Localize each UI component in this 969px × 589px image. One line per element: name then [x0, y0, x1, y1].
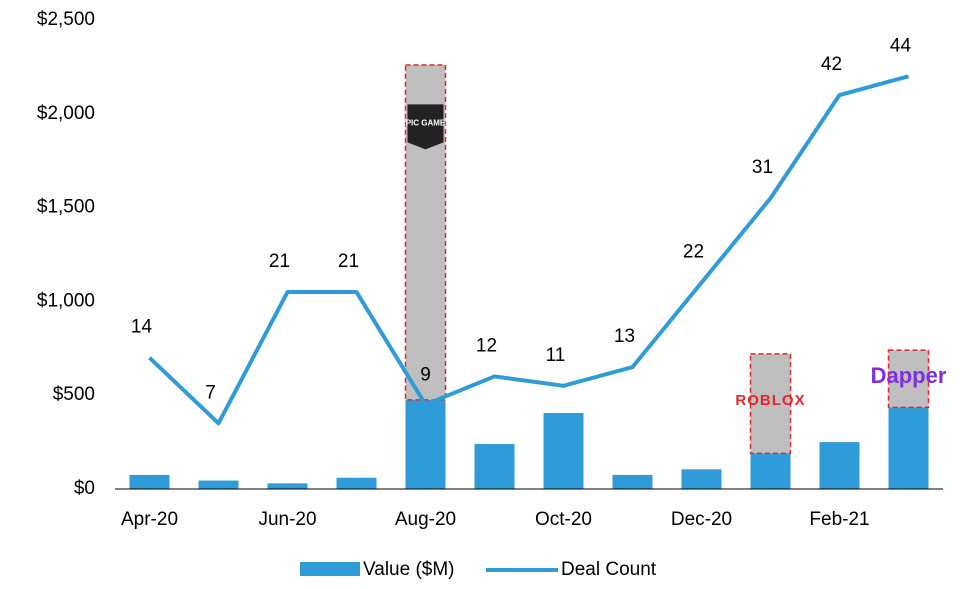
logo-label: EPIC GAMES [400, 118, 451, 127]
bar [888, 407, 929, 489]
data-label: 14 [131, 317, 153, 338]
x-tick-label: Feb-21 [809, 509, 869, 530]
data-label: 13 [614, 326, 635, 347]
y-tick-label: $500 [53, 384, 95, 405]
data-label: 21 [338, 251, 359, 272]
bar [198, 480, 239, 489]
data-label: 11 [546, 345, 566, 366]
data-label: 7 [205, 382, 216, 403]
data-label: 21 [269, 251, 290, 272]
x-tick-label: Aug-20 [395, 509, 456, 530]
y-tick-label: $0 [74, 478, 95, 499]
bar [129, 474, 170, 489]
legend-label: Value ($M) [363, 559, 455, 580]
data-label: 22 [683, 242, 704, 263]
bar [336, 477, 377, 489]
data-label: 31 [752, 157, 773, 178]
legend-swatch [300, 562, 360, 576]
bar [819, 442, 860, 489]
y-tick-label: $2,000 [37, 103, 95, 124]
bar [612, 474, 653, 489]
y-tick-label: $1,000 [37, 290, 95, 311]
deal-count-line [148, 74, 910, 426]
data-label: 42 [821, 54, 842, 75]
data-label: 12 [476, 335, 497, 356]
x-tick-label: Oct-20 [535, 509, 592, 530]
bar [267, 483, 308, 489]
y-tick-label: $1,500 [37, 197, 95, 218]
x-tick-label: Jun-20 [258, 509, 316, 530]
data-label: 9 [420, 365, 431, 386]
legend-label: Deal Count [561, 559, 657, 580]
y-tick-label: $2,500 [37, 9, 95, 30]
highlight-bar [887, 349, 930, 409]
logo-badge [407, 104, 444, 150]
bar [681, 469, 722, 489]
highlight-bar [749, 353, 792, 455]
x-tick-label: Apr-20 [121, 509, 178, 530]
x-tick-label: Dec-20 [671, 509, 732, 530]
data-label: 44 [890, 35, 912, 56]
bar [750, 453, 791, 489]
logo-label: Dapper [871, 363, 947, 388]
bar [474, 443, 515, 489]
logo-label: ROBLOX [735, 392, 805, 409]
bar [543, 413, 584, 489]
bar [405, 399, 446, 489]
